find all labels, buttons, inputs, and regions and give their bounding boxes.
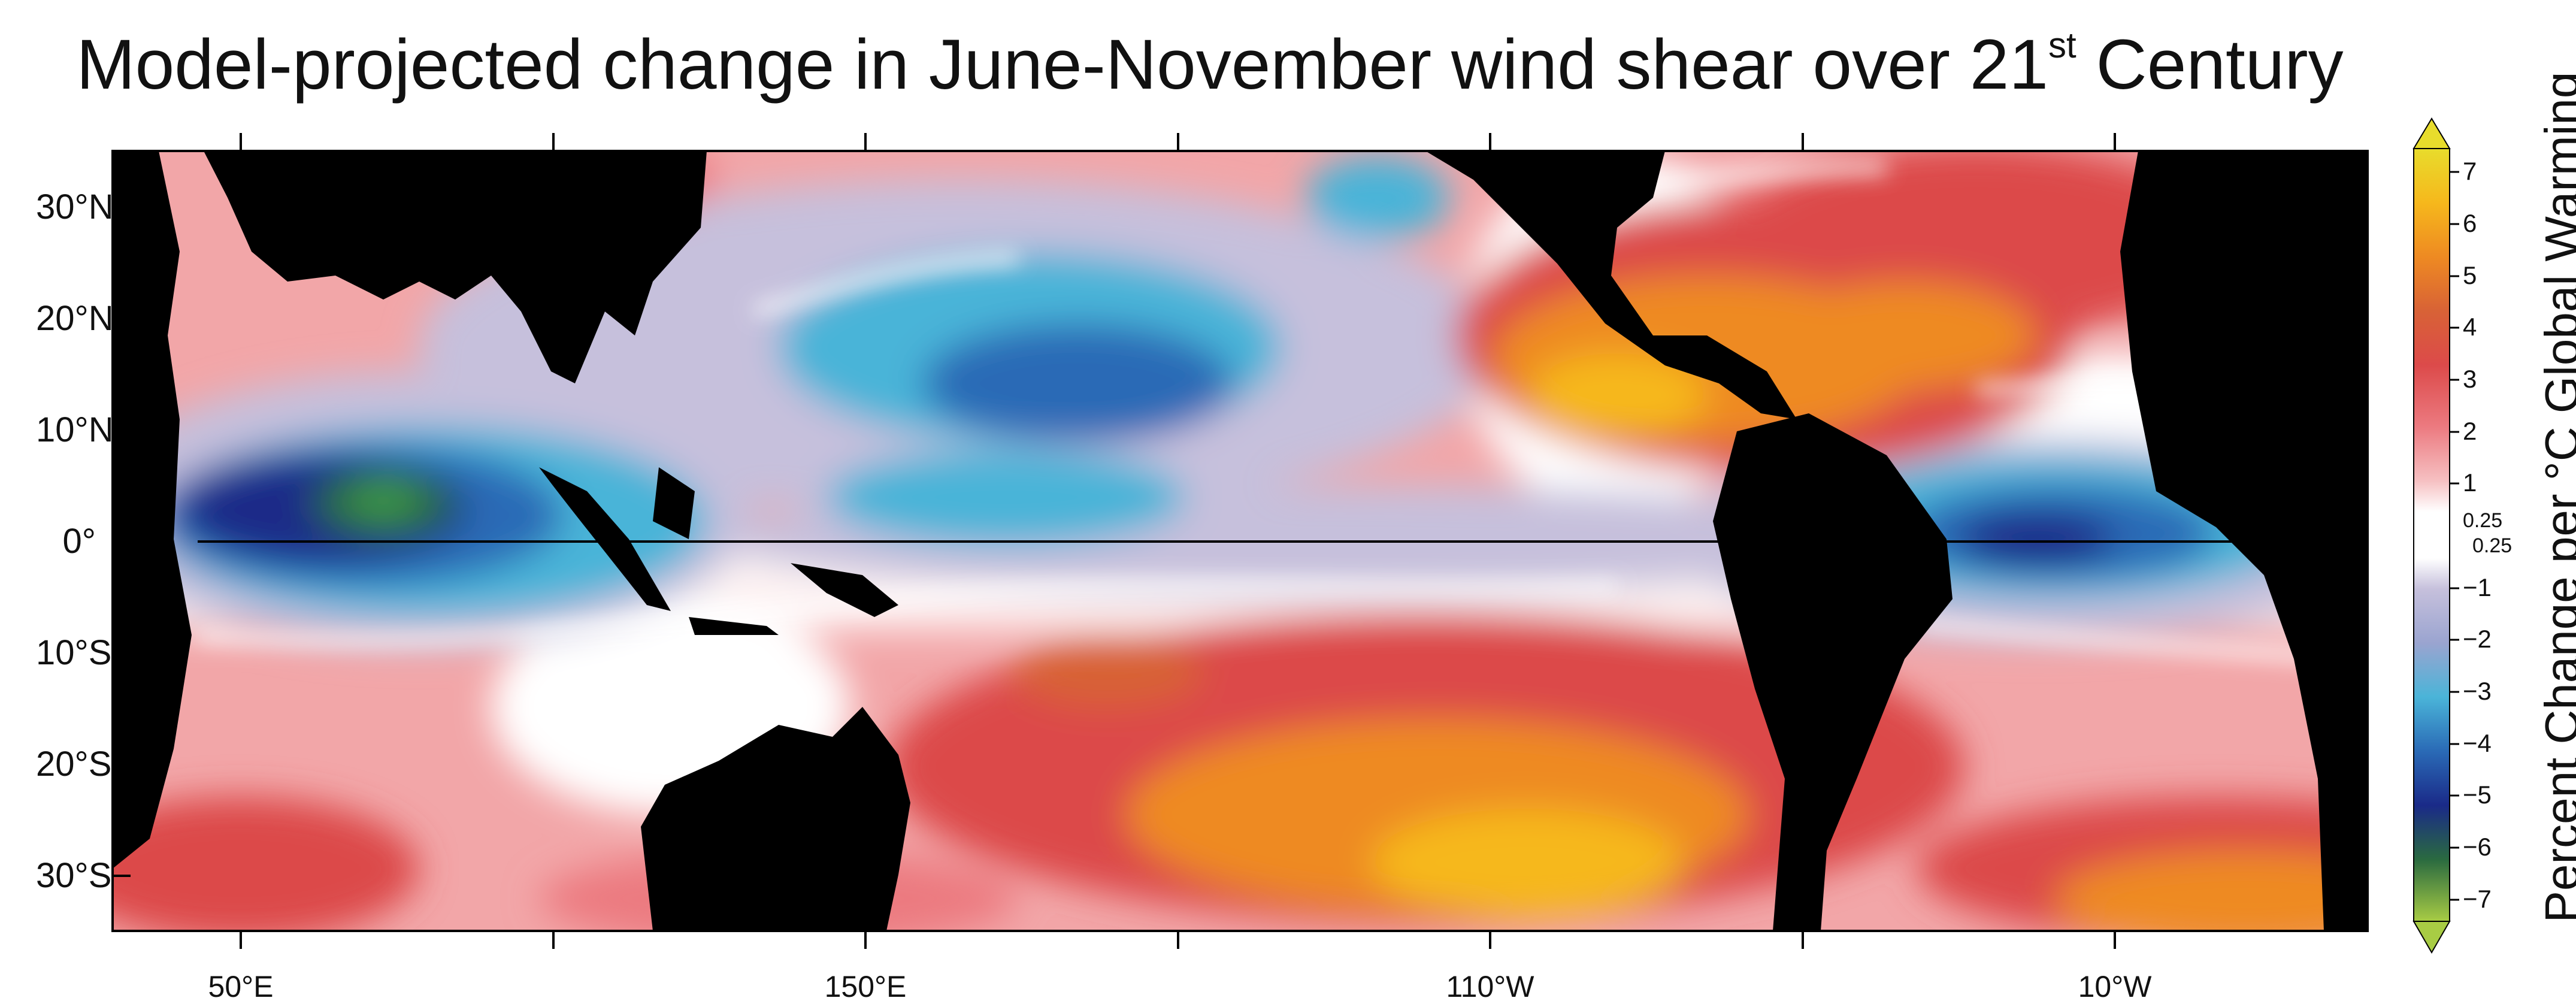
lon-label-150e: 150°E — [824, 970, 907, 1003]
axis-ticks — [113, 133, 2368, 949]
lon-label-50e: 50°E — [208, 970, 274, 1003]
land-australia — [641, 707, 910, 931]
cb-label-3: 3 — [2463, 365, 2477, 393]
lat-label-10n: 10°N — [36, 410, 114, 449]
colorbar-bottom-arrow — [2412, 921, 2451, 954]
cb-label-neg7: −7 — [2463, 885, 2492, 913]
land-asia-india — [204, 151, 707, 383]
cb-label-threshold-lower: 0.25 — [2472, 534, 2513, 557]
lat-label-10s: 10°S — [36, 633, 112, 672]
cb-label-neg1: −1 — [2463, 573, 2492, 601]
cb-label-neg3: −3 — [2463, 677, 2492, 705]
cb-label-6: 6 — [2463, 209, 2477, 237]
lon-label-110w: 110°W — [1446, 970, 1534, 1003]
cb-label-neg6: −6 — [2463, 833, 2492, 861]
cb-label-2: 2 — [2463, 417, 2477, 445]
lat-label-30s: 30°S — [36, 856, 112, 895]
map-title: Model-projected change in June-November … — [0, 24, 2420, 105]
title-text: Model-projected change in June-November … — [76, 25, 2049, 104]
lon-label-10w: 10°W — [2078, 970, 2152, 1003]
land-north-america — [1425, 151, 1797, 419]
colorbar — [2412, 117, 2459, 954]
lat-label-30n: 30°N — [36, 188, 114, 226]
cb-label-4: 4 — [2463, 313, 2477, 341]
colorbar-title: Percent Change per °C Global Warming — [2535, 71, 2576, 923]
colorbar-top-arrow — [2412, 117, 2451, 149]
cb-label-neg2: −2 — [2463, 625, 2492, 653]
lat-label-0: 0° — [62, 522, 96, 561]
title-end-text: Century — [2076, 25, 2344, 104]
cb-label-neg4: −4 — [2463, 729, 2492, 757]
colorbar-bar — [2413, 148, 2450, 922]
title-superscript: st — [2048, 25, 2076, 65]
cb-label-1: 1 — [2463, 468, 2477, 497]
cb-label-neg5: −5 — [2463, 781, 2492, 809]
lat-label-20n: 20°N — [36, 299, 114, 338]
lat-label-20s: 20°S — [36, 745, 112, 784]
cb-label-5: 5 — [2463, 261, 2477, 289]
land-indonesia — [539, 467, 779, 635]
cb-label-threshold-upper: 0.25 — [2463, 509, 2503, 532]
land-africa-west — [113, 151, 192, 869]
cb-label-7: 7 — [2463, 157, 2477, 185]
land-new-guinea — [791, 563, 898, 617]
